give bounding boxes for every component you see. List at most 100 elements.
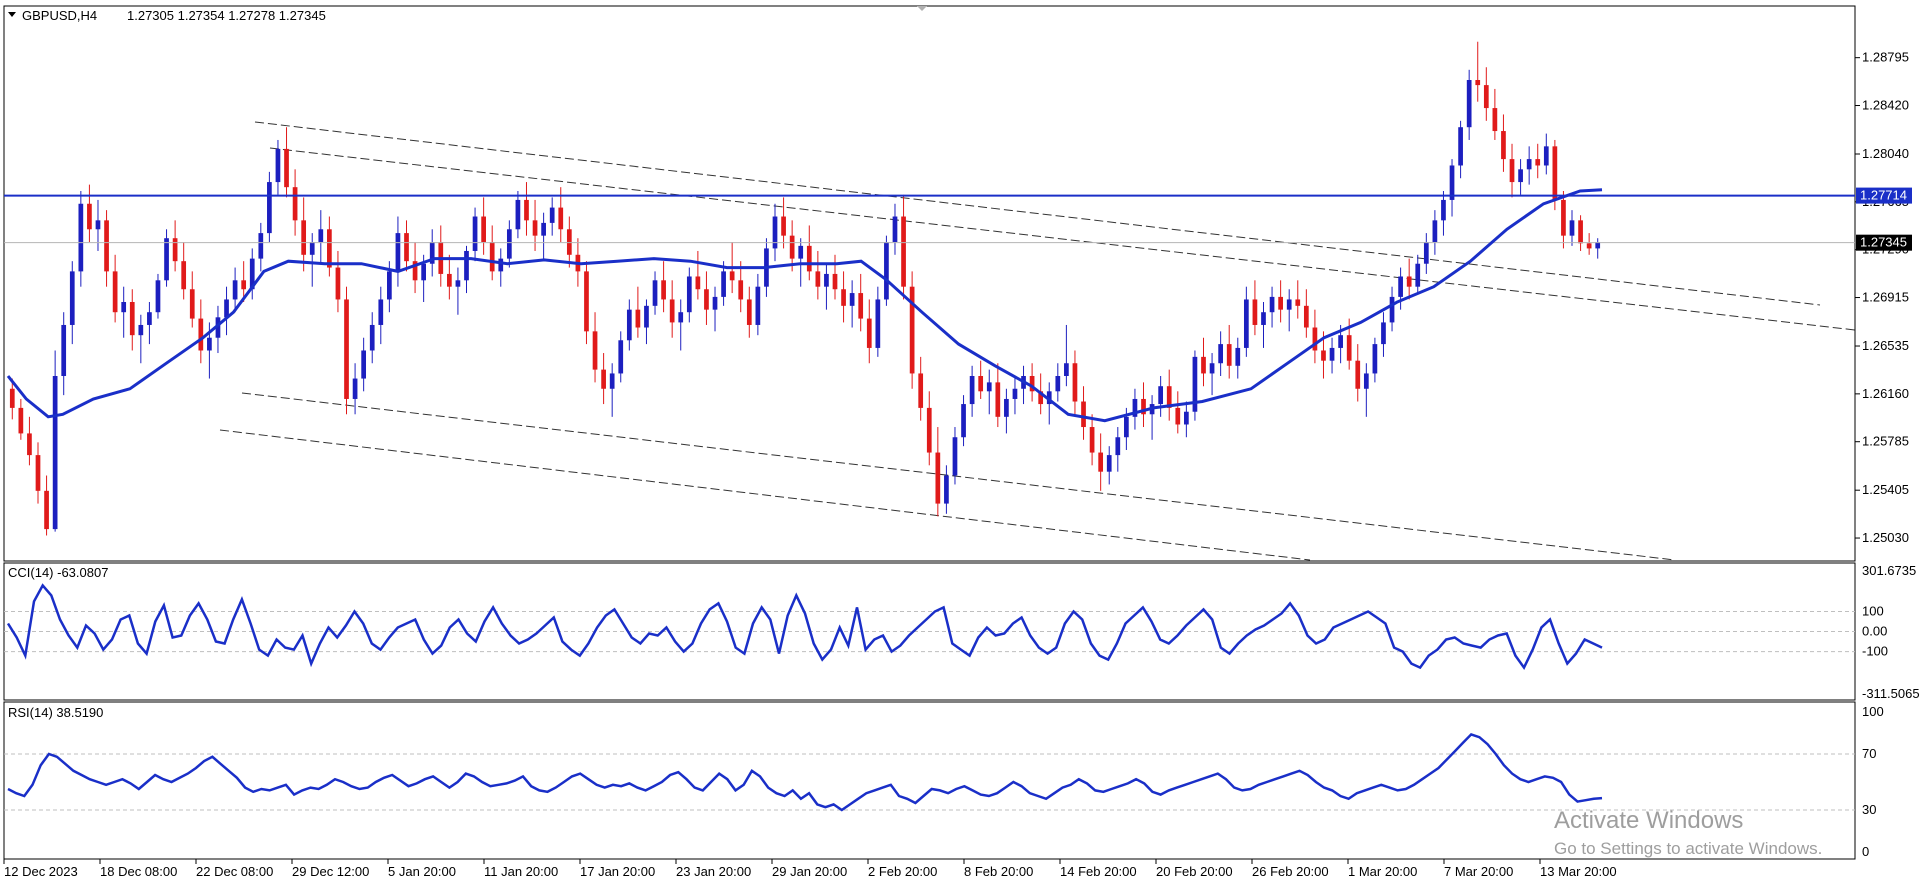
time-tick-label: 1 Mar 20:00 [1348, 864, 1417, 879]
channel-upper-line-1[interactable] [254, 121, 1821, 306]
candle-body [1012, 388, 1018, 399]
candle-body [387, 271, 392, 300]
time-tick-label: 14 Feb 20:00 [1060, 864, 1137, 879]
candle-body [686, 276, 692, 313]
candle-body [721, 271, 726, 297]
time-tick-label: 26 Feb 20:00 [1252, 864, 1329, 879]
candle-body [584, 271, 589, 332]
candle-body [1406, 276, 1412, 287]
candle-body [1038, 391, 1044, 405]
candle-body [1492, 108, 1498, 132]
rsi-panel[interactable]: RSI(14) 38.5190 100 70 30 0 [3, 701, 1884, 860]
time-tick-label: 13 Mar 20:00 [1540, 864, 1617, 879]
candle-body [1201, 356, 1206, 374]
candle-body [404, 233, 409, 262]
candle-body [1483, 85, 1489, 109]
candle-body [352, 378, 358, 399]
candle-body [755, 286, 761, 325]
candle-body [95, 220, 101, 230]
candle-body [1415, 263, 1421, 287]
candle-body [1363, 373, 1369, 389]
trend-channel[interactable] [219, 121, 1856, 561]
candle-body [1158, 386, 1164, 405]
candle-body [1124, 416, 1129, 438]
candle-body [1355, 360, 1361, 389]
time-tick-label: 17 Jan 20:00 [580, 864, 655, 879]
cci-panel[interactable]: CCI(14) -63.0807 301.6735 100 0.00 -100 -311… [3, 562, 1920, 701]
candle-body [549, 207, 555, 223]
candle-body [18, 407, 24, 434]
channel-lower-line-1[interactable] [241, 392, 1676, 561]
candle-body [1329, 347, 1335, 361]
candle-body [27, 433, 32, 456]
candle-body [1184, 411, 1189, 425]
level-price-box [1856, 187, 1912, 204]
candle-body [215, 317, 221, 338]
candle-body [1166, 386, 1172, 408]
activation-watermark-title: Activate Windows [1554, 807, 1743, 834]
candle-body [284, 148, 289, 188]
channel-lower-line-2[interactable] [219, 429, 1311, 561]
candle-body [1175, 407, 1181, 425]
candle-body [1295, 299, 1301, 306]
symbol-timeframe: GBPUSD,H4 [22, 8, 97, 23]
candle-body [1561, 199, 1566, 236]
candle-body [87, 203, 92, 230]
time-tick-label: 29 Dec 12:00 [292, 864, 369, 879]
price-panel[interactable]: GBPUSD,H4 1.27305 1.27354 1.27278 1.2734… [3, 5, 1912, 562]
candle-body [592, 331, 598, 370]
horizontal-level[interactable]: 1.27714 [4, 187, 1912, 204]
candle-body [952, 437, 958, 476]
candle-body [481, 216, 486, 243]
time-tick-label: 22 Dec 08:00 [196, 864, 273, 879]
candle-body [44, 490, 49, 530]
candle-body [815, 271, 821, 287]
candle-body [1518, 169, 1523, 183]
candle-body [875, 299, 881, 348]
candle-body [1449, 165, 1455, 200]
candle-body [832, 273, 838, 290]
candle-body [181, 261, 187, 290]
candle-body [1303, 305, 1309, 328]
candle-body [69, 271, 75, 325]
candle-body [1192, 356, 1198, 412]
candle-body [1526, 159, 1532, 170]
candle-body [1389, 296, 1395, 323]
price-panel-frame [3, 5, 1856, 562]
time-axis: 12 Dec 2023 18 Dec 08:00 22 Dec 08:00 29 De… [3, 859, 1617, 879]
channel-upper-line-2[interactable] [269, 147, 1856, 331]
candle-body [746, 299, 752, 325]
candle-body [515, 199, 521, 230]
candle-body [1475, 80, 1481, 86]
candle-body [129, 302, 135, 336]
candle-body [344, 299, 349, 399]
candle-body [532, 220, 538, 236]
candle-body [1269, 296, 1275, 313]
candle-body [395, 233, 401, 272]
time-tick-label: 7 Mar 20:00 [1444, 864, 1513, 879]
candle-body [1569, 220, 1575, 236]
candle-body [789, 235, 795, 259]
candle-body [918, 373, 924, 408]
candle-body [472, 216, 478, 251]
candle-body [224, 299, 229, 318]
candle-body [901, 216, 906, 287]
candle-body [1312, 327, 1318, 351]
candle-body [1029, 376, 1035, 392]
candle-body [1243, 299, 1249, 348]
indicator-tick-label: 0 [1862, 844, 1869, 859]
price-tick-label: 1.28795 [1862, 50, 1909, 65]
time-tick-label: 8 Feb 20:00 [964, 864, 1033, 879]
candle-body [369, 324, 375, 351]
time-tick-label: 11 Jan 20:00 [484, 864, 558, 879]
candle-body [1398, 276, 1403, 297]
candle-body [446, 273, 452, 287]
price-tick-label: 1.26535 [1862, 338, 1909, 353]
collapse-triangle-icon[interactable] [8, 12, 16, 17]
candle-body [995, 382, 1001, 417]
candle-body [1209, 363, 1215, 374]
candle-body [969, 376, 975, 405]
indicator-tick-label: 100 [1862, 704, 1884, 719]
time-tick-label: 2 Feb 20:00 [868, 864, 937, 879]
